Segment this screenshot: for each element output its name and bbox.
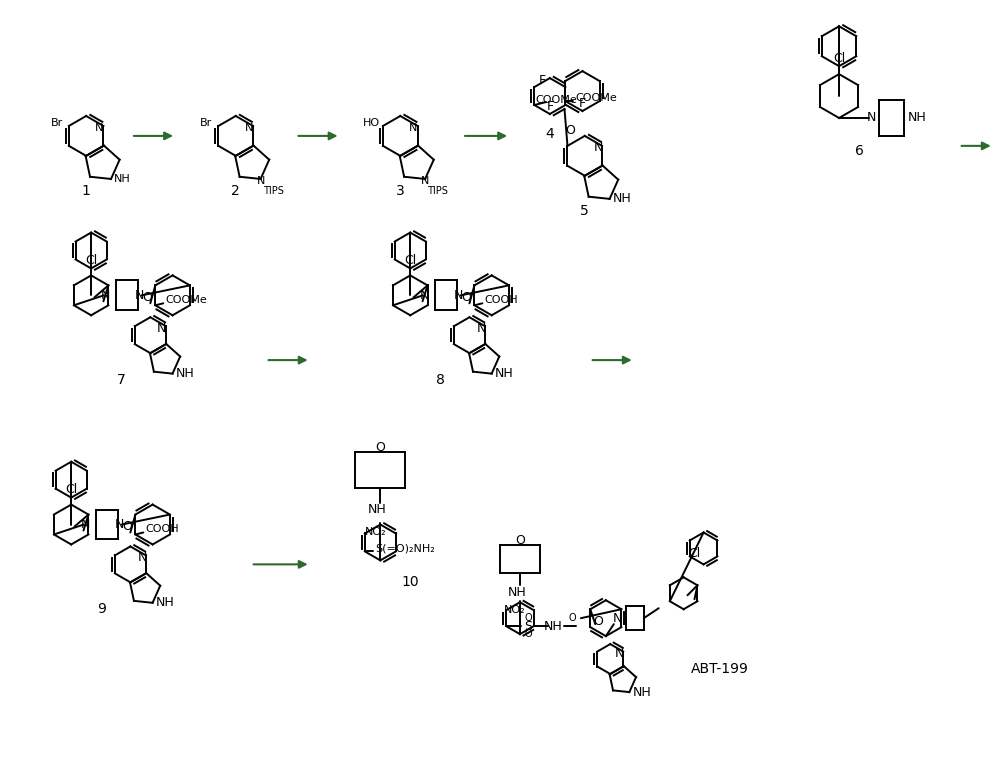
Text: N: N	[476, 322, 486, 335]
Text: F: F	[538, 73, 545, 86]
Text: HO: HO	[363, 118, 380, 128]
Text: NH: NH	[613, 192, 631, 206]
Text: NH: NH	[508, 586, 526, 599]
Text: 10: 10	[401, 576, 419, 589]
Text: Cl: Cl	[689, 547, 701, 560]
Text: O: O	[524, 629, 532, 639]
Text: S: S	[524, 619, 532, 633]
Text: NH: NH	[908, 111, 927, 125]
Text: Cl: Cl	[65, 483, 77, 496]
Text: Cl: Cl	[833, 51, 845, 65]
Text: TIPS: TIPS	[263, 186, 283, 196]
Text: O: O	[593, 615, 603, 628]
Text: 4: 4	[545, 127, 554, 141]
Text: N: N	[593, 141, 603, 154]
Text: 6: 6	[855, 144, 863, 158]
Text: O: O	[515, 534, 525, 547]
Text: F: F	[579, 97, 586, 110]
Text: NH: NH	[368, 503, 387, 516]
Text: N: N	[420, 289, 430, 301]
Text: NH: NH	[632, 686, 651, 699]
Text: TIPS: TIPS	[427, 186, 448, 196]
Text: N: N	[421, 176, 429, 186]
Text: N: N	[115, 518, 124, 531]
Text: 8: 8	[436, 373, 445, 387]
Text: 2: 2	[231, 184, 240, 198]
Text: N: N	[137, 551, 147, 564]
Text: N: N	[256, 176, 265, 186]
Text: N: N	[135, 289, 144, 301]
Text: COOH: COOH	[145, 524, 179, 534]
Text: O: O	[375, 441, 385, 454]
Text: Cl: Cl	[85, 254, 97, 267]
Text: NH: NH	[156, 596, 174, 609]
Text: N: N	[157, 322, 167, 335]
Text: N: N	[613, 612, 623, 625]
Text: ABT-199: ABT-199	[690, 662, 748, 676]
Text: 7: 7	[117, 373, 125, 387]
Text: NO₂: NO₂	[504, 605, 526, 615]
Text: O: O	[568, 613, 576, 623]
Text: 5: 5	[580, 203, 589, 217]
Text: O: O	[122, 520, 132, 533]
Text: NH: NH	[176, 367, 194, 380]
Text: N: N	[95, 123, 104, 133]
Text: 3: 3	[396, 184, 405, 198]
Text: NH: NH	[114, 174, 131, 184]
Text: 1: 1	[82, 184, 91, 198]
Text: COOMe: COOMe	[575, 93, 617, 103]
Text: F: F	[546, 100, 553, 112]
Text: Cl: Cl	[404, 254, 416, 267]
Text: O: O	[566, 125, 575, 137]
Text: NH: NH	[495, 367, 513, 380]
Text: O: O	[462, 291, 471, 304]
Text: COOH: COOH	[484, 295, 518, 305]
Text: N: N	[101, 289, 110, 301]
Text: NO₂: NO₂	[365, 527, 386, 538]
Text: COOMe: COOMe	[165, 295, 207, 305]
Text: N: N	[81, 518, 91, 531]
Text: COOMe: COOMe	[535, 95, 577, 105]
Text: N: N	[454, 289, 463, 301]
Text: N: N	[409, 123, 418, 133]
Text: O: O	[524, 613, 532, 623]
Text: Br: Br	[51, 118, 63, 128]
Text: N: N	[245, 123, 253, 133]
Text: N: N	[866, 111, 876, 125]
Text: N: N	[615, 647, 624, 660]
Text: S(=O)₂NH₂: S(=O)₂NH₂	[375, 544, 435, 553]
Text: O: O	[142, 291, 152, 304]
Text: 9: 9	[97, 602, 106, 616]
Text: Br: Br	[200, 118, 212, 128]
Text: NH: NH	[544, 619, 562, 633]
